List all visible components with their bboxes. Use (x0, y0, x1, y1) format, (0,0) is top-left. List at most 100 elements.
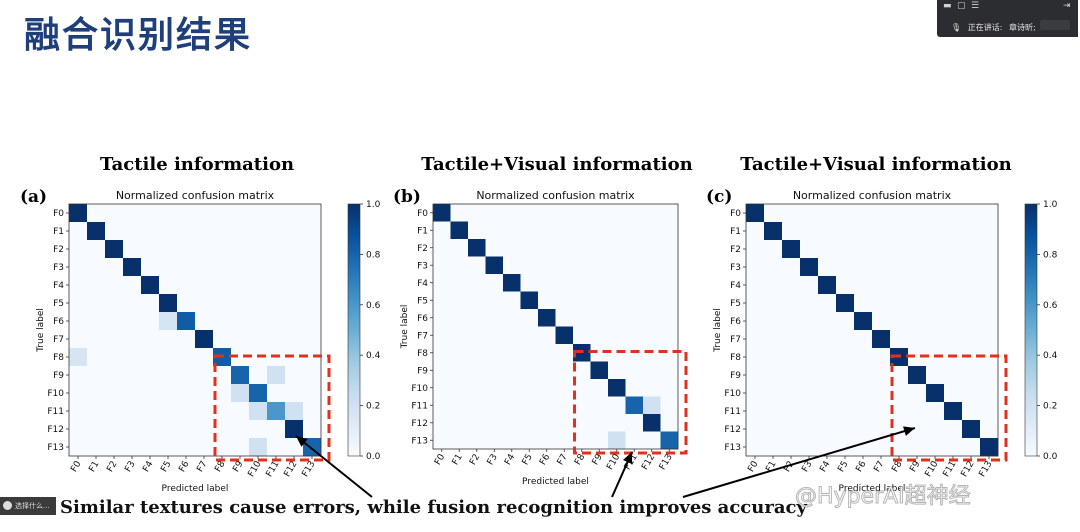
matrix-cell (87, 240, 106, 259)
matrix-cell (926, 276, 945, 295)
matrix-cell (231, 312, 250, 331)
matrix-cell (468, 256, 486, 275)
matrix-cell (105, 384, 124, 403)
matrix-cell (87, 438, 106, 457)
matrix-cell (159, 402, 178, 421)
matrix-cell (890, 276, 909, 295)
y-tick-label: F11 (724, 407, 741, 417)
matrix-cell (141, 330, 160, 349)
matrix-cell (782, 312, 801, 331)
highlight-box (573, 350, 688, 455)
matrix-cell (643, 291, 661, 310)
matrix-cell (141, 222, 160, 241)
app-icon (3, 501, 12, 510)
matrix-cell (800, 276, 819, 295)
matrix-cell (872, 420, 891, 439)
matrix-cell (433, 204, 451, 222)
matrix-cell (123, 348, 142, 367)
matrix-cell (890, 294, 909, 313)
matrix-cell (782, 276, 801, 295)
matrix-cell (555, 344, 574, 362)
taskbar-item[interactable]: 选择什么... (0, 497, 56, 515)
y-tick-label: F13 (724, 443, 741, 453)
matrix-cell (520, 396, 539, 415)
matrix-cell (520, 414, 539, 432)
y-tick-label: F2 (730, 245, 741, 255)
matrix-cell (836, 258, 855, 277)
matrix-cell (141, 438, 160, 457)
matrix-cell (123, 384, 142, 403)
matrix-cell (503, 204, 521, 222)
matrix-cell (468, 221, 486, 240)
matrix-cell (468, 396, 486, 415)
speaking-indicator: 🎙 正在讲话: 章诗昕; (947, 22, 1036, 33)
matrix-cell (890, 384, 909, 403)
matrix-cell (908, 204, 927, 223)
matrix-cell (908, 258, 927, 277)
matrix-cell (872, 348, 891, 367)
matrix-cell (590, 431, 609, 450)
matrix-cell (468, 431, 486, 450)
matrix-cell (177, 402, 196, 421)
matrix-cell (503, 256, 521, 275)
matrix-cell (520, 291, 539, 310)
matrix-cell (485, 396, 504, 415)
panel-letter: (c) (706, 187, 732, 207)
matrix-cell (503, 291, 521, 310)
matrix-cell (625, 326, 644, 345)
matrix-cell (213, 330, 232, 349)
matrix-cell (573, 326, 591, 345)
slide-title: 融合识别结果 (24, 15, 253, 56)
x-tick-label: F7 (195, 460, 209, 474)
matrix-cell (503, 414, 521, 432)
x-tick-label: F11 (265, 460, 282, 479)
matrix-cell (123, 312, 142, 331)
x-tick-label: F7 (556, 453, 570, 467)
matrix-cell (520, 221, 539, 240)
matrix-cell (303, 384, 322, 403)
matrix-cell (818, 366, 837, 385)
matrix-cell (249, 240, 268, 259)
expand-icon[interactable]: ⇥ (1063, 1, 1071, 11)
matrix-cell (818, 222, 837, 241)
matrix-cell (503, 396, 521, 415)
matrix-cell (105, 330, 124, 349)
matrix-cell (87, 258, 106, 277)
panel-letter: (b) (393, 187, 421, 207)
x-axis-label: Predicted label (522, 477, 589, 487)
matrix-cell (503, 274, 521, 292)
list-icon[interactable]: ☰ (971, 1, 980, 11)
matrix-cell (213, 438, 232, 457)
matrix-cell (643, 309, 661, 327)
matrix-cell (962, 294, 981, 313)
matrix-cell (433, 239, 451, 257)
matrix-cell (520, 309, 539, 327)
matrix-cell (608, 326, 626, 345)
matrix-cell (908, 276, 927, 295)
matrix-cell (177, 294, 196, 313)
matrix-cell (450, 291, 469, 310)
matrix-cell (818, 348, 837, 367)
matrix-cell (608, 361, 626, 380)
panel-heading: Tactile+Visual information (740, 154, 1011, 175)
y-tick-label: F2 (53, 245, 64, 255)
matrix-cell (159, 384, 178, 403)
minimize-icon[interactable]: ▬ (943, 1, 952, 11)
matrix-cell (555, 361, 574, 380)
y-tick-label: F3 (730, 263, 741, 273)
matrix-cell (962, 366, 981, 385)
matrix-cell (159, 276, 178, 295)
matrix-cell (555, 379, 574, 397)
matrix-cell (450, 361, 469, 380)
matrix-cell (538, 414, 556, 432)
matrix-cell (69, 294, 88, 313)
matrix-cell (926, 438, 945, 457)
highlight-box (213, 354, 331, 462)
matrix-cell (926, 330, 945, 349)
window-icon[interactable]: ▢ (957, 1, 966, 11)
matrix-cell (267, 366, 286, 385)
matrix-cell (450, 414, 469, 432)
matrix-cell (836, 222, 855, 241)
matrix-cell (285, 438, 304, 457)
